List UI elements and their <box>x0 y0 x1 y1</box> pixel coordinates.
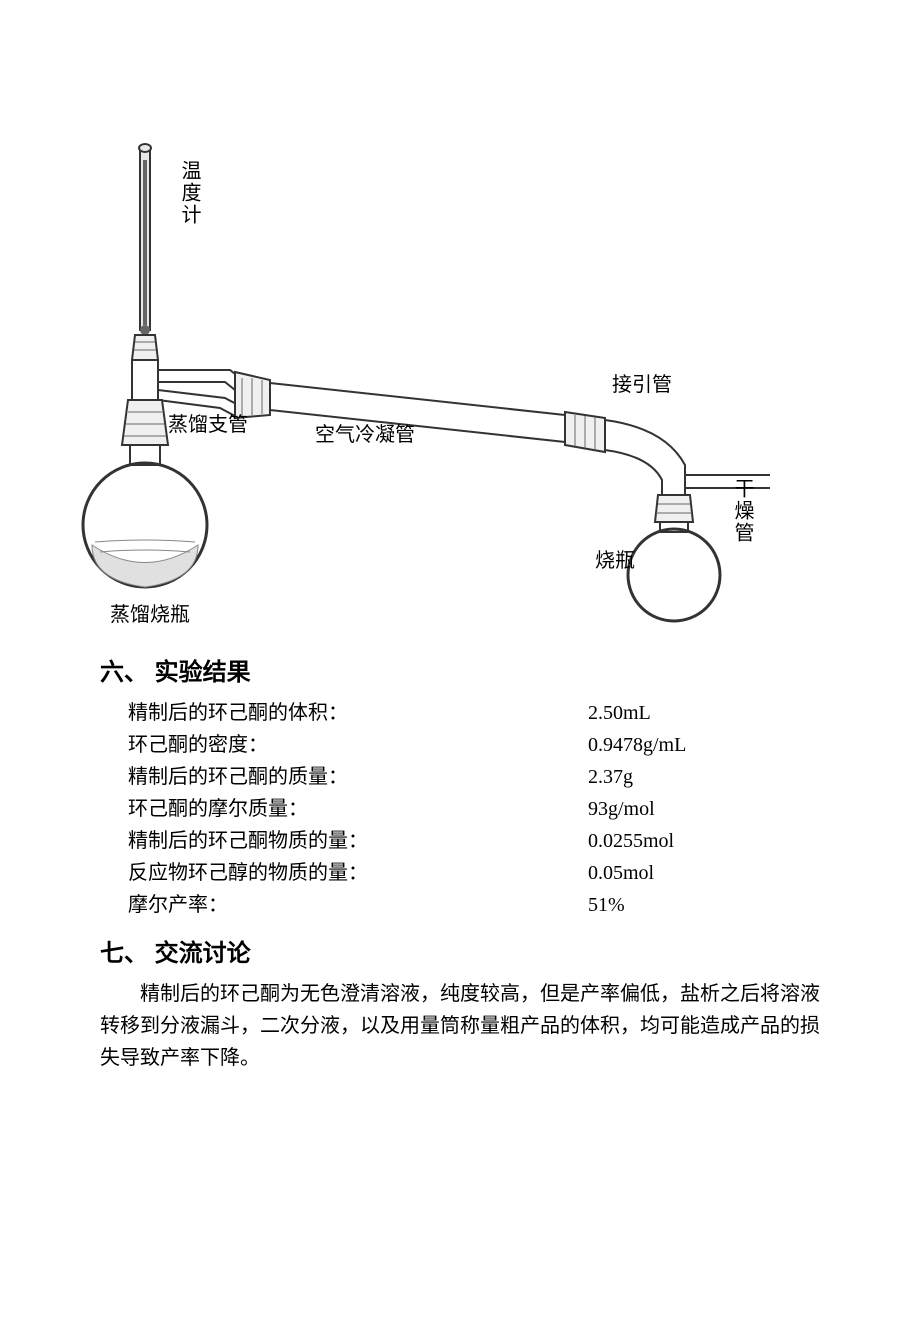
label-thermometer: 温度计 <box>175 160 204 226</box>
top-joint <box>132 335 158 360</box>
result-label: 反应物环己醇的物质的量： <box>128 857 588 889</box>
thermometer-shape <box>139 144 151 335</box>
section6-heading: 六、 实验结果 <box>100 652 820 687</box>
result-label: 精制后的环己酮的质量： <box>128 761 588 793</box>
result-row: 摩尔产率： 51% <box>100 889 820 921</box>
result-label: 精制后的环己酮物质的量： <box>128 825 588 857</box>
result-label: 摩尔产率： <box>128 889 588 921</box>
result-row: 精制后的环己酮的质量： 2.37g <box>100 761 820 793</box>
discussion-text: 精制后的环己酮为无色澄清溶液，纯度较高，但是产率偏低，盐析之后将溶液转移到分液漏… <box>100 978 820 1074</box>
result-value: 0.0255mol <box>588 825 820 857</box>
result-row: 环己酮的密度： 0.9478g/mL <box>100 729 820 761</box>
label-air-condenser: 空气冷凝管 <box>315 418 415 447</box>
apparatus-svg <box>0 20 920 640</box>
flask-neck-joint <box>122 400 168 445</box>
result-value: 2.37g <box>588 761 820 793</box>
label-distillation-flask: 蒸馏烧瓶 <box>110 598 190 627</box>
result-value: 51% <box>588 889 820 921</box>
result-label: 环己酮的摩尔质量： <box>128 793 588 825</box>
result-value: 93g/mol <box>588 793 820 825</box>
content-area: 六、 实验结果 精制后的环己酮的体积： 2.50mL 环己酮的密度： 0.947… <box>0 652 920 1074</box>
receiver-joint <box>655 495 693 522</box>
label-distillation-tube: 蒸馏支管 <box>168 408 248 437</box>
distillation-flask-shape <box>83 445 207 587</box>
result-row: 精制后的环己酮物质的量： 0.0255mol <box>100 825 820 857</box>
result-label: 环己酮的密度： <box>128 729 588 761</box>
result-row: 环己酮的摩尔质量： 93g/mol <box>100 793 820 825</box>
result-value: 0.05mol <box>588 857 820 889</box>
receiving-flask <box>628 522 720 621</box>
label-drying-tube: 干燥管 <box>728 478 757 544</box>
result-row: 反应物环己醇的物质的量： 0.05mol <box>100 857 820 889</box>
result-value: 2.50mL <box>588 697 820 729</box>
result-row: 精制后的环己酮的体积： 2.50mL <box>100 697 820 729</box>
apparatus-diagram: 温度计 蒸馏支管 空气冷凝管 接引管 干燥管 烧瓶 蒸馏烧瓶 <box>0 20 920 640</box>
label-adapter: 接引管 <box>612 368 672 397</box>
result-label: 精制后的环己酮的体积： <box>128 697 588 729</box>
label-flask-right: 烧瓶 <box>595 544 635 573</box>
condenser-joint-right <box>565 412 605 452</box>
result-value: 0.9478g/mL <box>588 729 820 761</box>
section7-heading: 七、 交流讨论 <box>100 933 820 968</box>
